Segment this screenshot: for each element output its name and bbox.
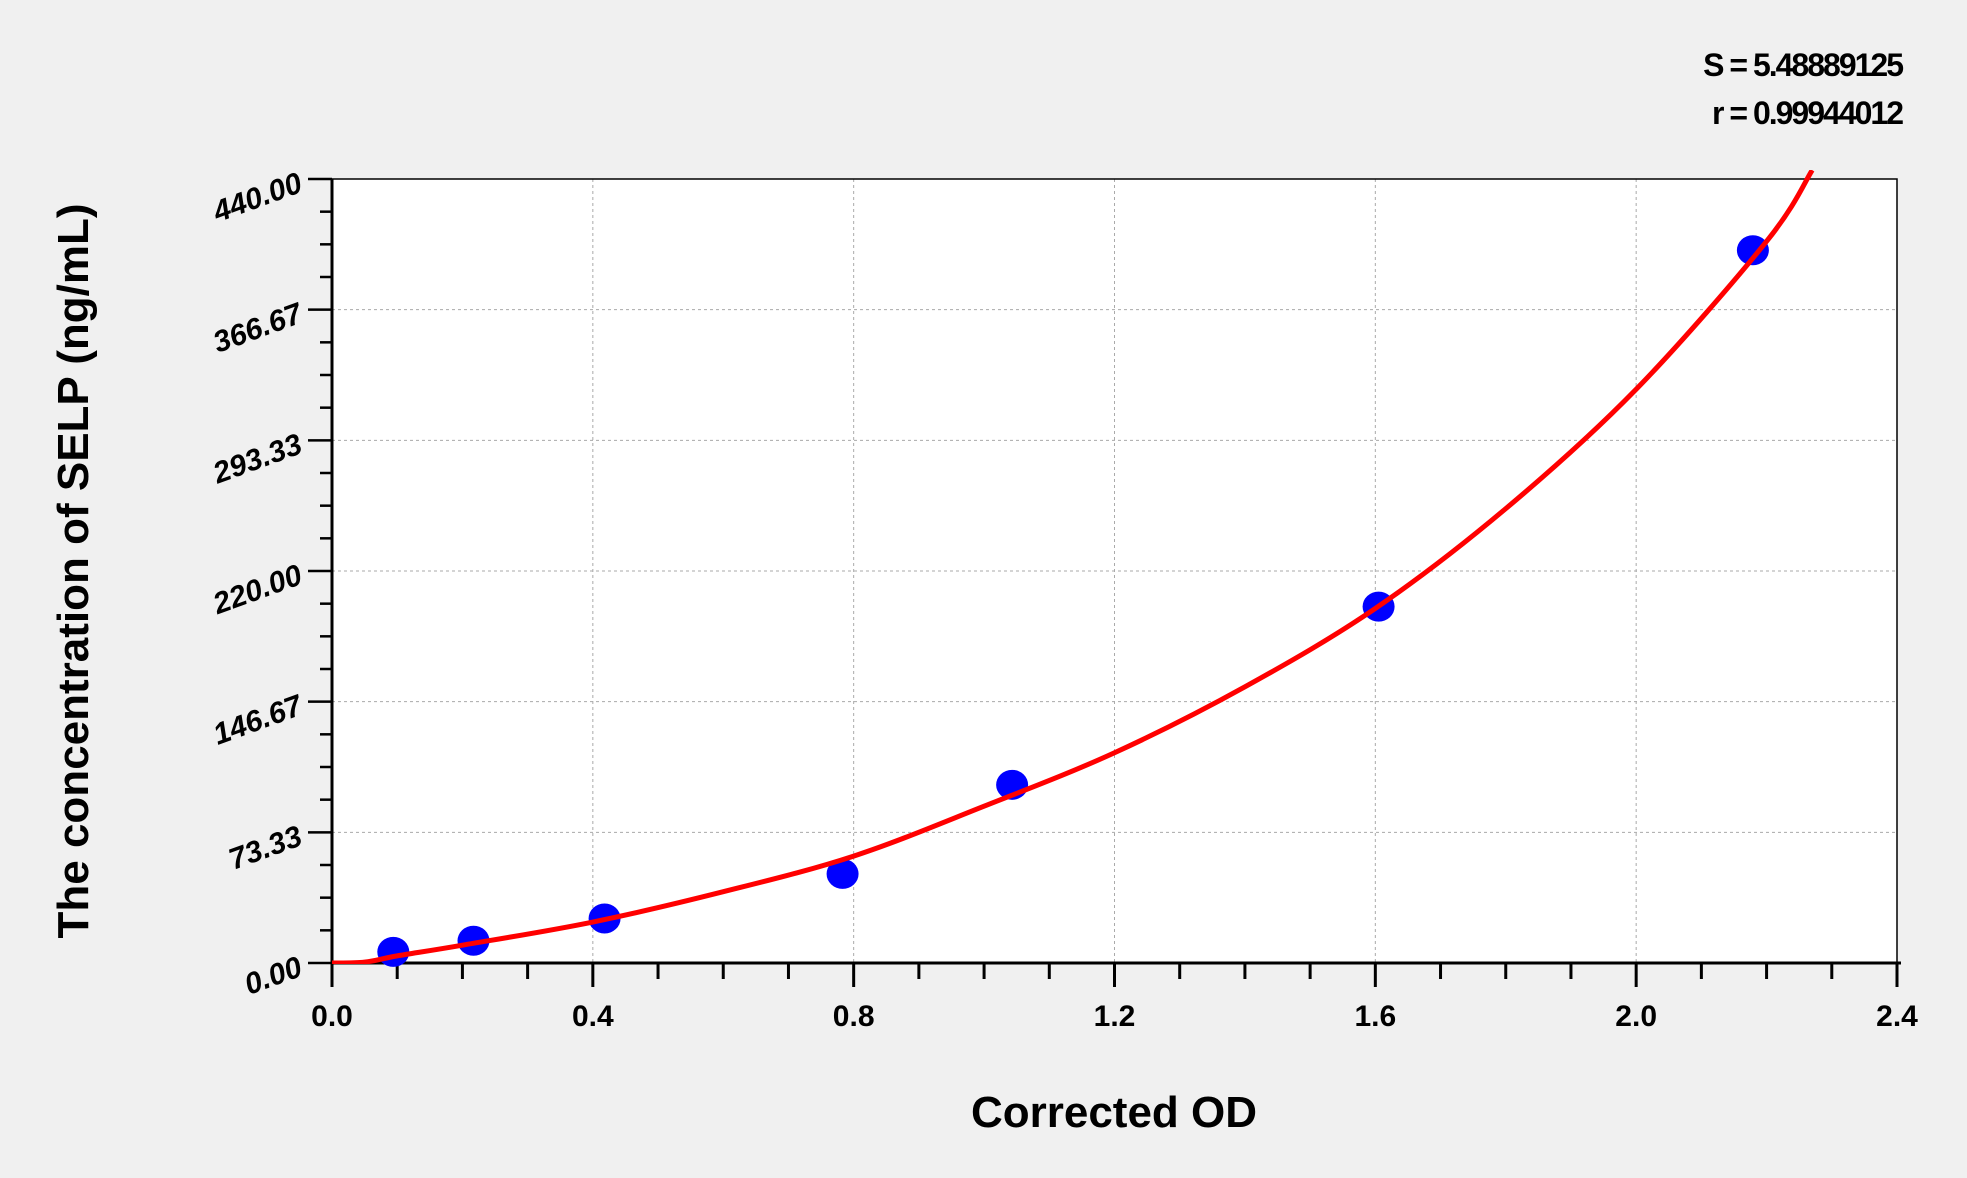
stat-s: S = 5.48889125 [1703,47,1903,83]
data-point [1736,235,1769,266]
y-tick-label: 146.67 [209,689,308,752]
y-tick-label: 220.00 [208,558,307,621]
grid-lines [332,179,1897,963]
data-point [457,925,490,956]
y-tick-label: 293.33 [208,428,307,491]
x-tick-label: 2.0 [1615,1000,1657,1033]
x-axis-title: Corrected OD [971,1088,1257,1137]
y-tick-label: 440.00 [208,166,307,229]
y-tick-label: 73.33 [225,820,307,877]
y-tick-label: 366.67 [209,297,308,360]
fit-curve [332,170,1815,964]
x-tick-label: 0.0 [311,1000,353,1033]
stat-r: r = 0.99944012 [1712,95,1903,131]
x-tick-label: 1.2 [1094,1000,1136,1033]
x-tick-label: 0.4 [572,1000,614,1033]
data-point [377,936,410,967]
y-axis-title: The concentration of SELP (ng/mL) [49,204,98,939]
y-tick-label: 0.00 [240,950,306,1001]
x-tick-label: 0.8 [833,1000,875,1033]
x-tick-label: 2.4 [1876,1000,1918,1033]
data-point [826,858,859,889]
x-tick-label: 1.6 [1354,1000,1396,1033]
